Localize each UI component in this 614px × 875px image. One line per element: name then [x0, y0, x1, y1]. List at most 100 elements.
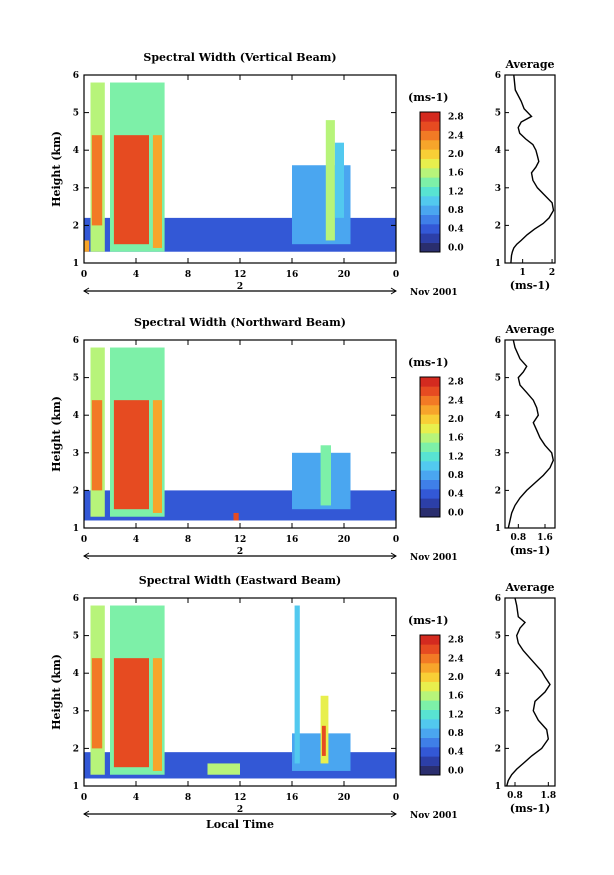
- x-tick-label: 8: [185, 793, 191, 803]
- colorbar-tick-label: 2.8: [448, 378, 464, 388]
- y-tick-label: 1: [73, 782, 79, 792]
- profile-y-tick-label: 1: [495, 782, 501, 792]
- colorbar-segment: [420, 423, 440, 434]
- x-tick-label: 12: [234, 793, 247, 803]
- colorbar-segment: [420, 242, 440, 253]
- x-tick-label: 16: [286, 793, 299, 803]
- heatmap-regions: [84, 82, 396, 252]
- colorbar-tick-label: 2.4: [448, 396, 464, 406]
- profile-y-tick-label: 5: [495, 374, 501, 384]
- y-tick-label: 3: [73, 707, 79, 717]
- colorbar-tick-label: 2.0: [448, 150, 464, 160]
- x-tick-label: 4: [133, 793, 139, 803]
- colorbar-segment: [420, 121, 440, 131]
- heat-cell: [91, 658, 103, 749]
- colorbar-segment: [420, 635, 440, 645]
- x-tick-label: 8: [185, 535, 191, 545]
- heat-cell: [91, 400, 103, 491]
- colorbar-tick-label: 0.0: [448, 508, 464, 518]
- x-tick-label: 16: [286, 535, 299, 545]
- colorbar-segment: [420, 681, 440, 692]
- heatmap-regions: [84, 605, 396, 779]
- colorbar-segment: [420, 709, 440, 720]
- profile-x-label: (ms-1): [510, 279, 550, 292]
- colorbar-segment: [420, 644, 440, 654]
- day-bar-arrow: [390, 287, 397, 295]
- colorbar-segment: [420, 414, 440, 424]
- colorbar-frame: [419, 111, 441, 253]
- profile-x-tick-label: 1: [520, 268, 526, 278]
- colorbar-tick-label: 1.6: [448, 692, 464, 702]
- day-bar-arrow: [390, 552, 397, 560]
- x-tick-label: 0: [393, 535, 399, 545]
- y-tick-label: 3: [73, 449, 79, 459]
- x-tick-label: 20: [338, 270, 351, 280]
- colorbar-segment: [420, 728, 440, 738]
- heatmap-regions: [84, 347, 396, 521]
- x-tick-label: 12: [234, 535, 247, 545]
- heat-cell: [113, 658, 149, 768]
- y-axis-label: Height (km): [50, 396, 63, 472]
- colorbar-tick-label: 2.8: [448, 636, 464, 646]
- colorbar-segment: [420, 186, 440, 197]
- colorbar-segment: [420, 765, 440, 776]
- profile-y-tick-label: 4: [495, 411, 501, 421]
- colorbar-tick-label: 0.8: [448, 471, 464, 481]
- profile-y-tick-label: 6: [495, 71, 501, 81]
- profile-x-tick-label: 1.8: [540, 791, 556, 801]
- colorbar-tick-label: 0.8: [448, 206, 464, 216]
- colorbar-tick-label: 2.0: [448, 673, 464, 683]
- y-tick-label: 4: [73, 146, 79, 156]
- colorbar-segment: [420, 168, 440, 178]
- profile-x-label: (ms-1): [510, 802, 550, 815]
- colorbar-segment: [420, 377, 440, 387]
- colorbar-segment: [420, 663, 440, 673]
- colorbar-segment: [420, 747, 440, 757]
- profile-frame: [504, 74, 556, 264]
- x-tick-label: 0: [81, 270, 87, 280]
- colorbar-segment: [420, 196, 440, 206]
- profile-title: Average: [504, 58, 554, 71]
- x-axis-label: Local Time: [206, 818, 274, 831]
- colorbar-segment: [420, 395, 440, 406]
- colorbar-tick-label: 0.8: [448, 729, 464, 739]
- y-tick-label: 6: [73, 336, 79, 346]
- x-tick-label: 0: [393, 270, 399, 280]
- colorbar-tick-label: 0.4: [448, 748, 464, 758]
- colorbar-segment: [420, 498, 440, 508]
- y-tick-label: 3: [73, 184, 79, 194]
- heat-cell: [334, 142, 344, 218]
- panel-1: Spectral Width (Vertical Beam)123456Heig…: [50, 51, 556, 298]
- x-tick-label: 20: [338, 535, 351, 545]
- x-tick-label: 4: [133, 270, 139, 280]
- panel-2: Spectral Width (Northward Beam)123456Hei…: [50, 316, 556, 563]
- colorbar-segment: [420, 737, 440, 748]
- colorbar-tick-label: 2.4: [448, 654, 464, 664]
- x-tick-label: 0: [81, 535, 87, 545]
- colorbar-tick-label: 1.2: [448, 187, 464, 197]
- colorbar-segment: [420, 233, 440, 243]
- colorbar-segment: [420, 205, 440, 215]
- profile-x-tick-label: 0.8: [510, 533, 526, 543]
- x-tick-label: 0: [393, 793, 399, 803]
- y-tick-label: 4: [73, 669, 79, 679]
- colorbar-segment: [420, 700, 440, 710]
- colorbar-segment: [420, 507, 440, 518]
- profile-y-tick-label: 6: [495, 594, 501, 604]
- profile-x-tick-label: 2: [549, 268, 555, 278]
- colorbar-segment: [420, 224, 440, 234]
- day-label: 2: [237, 547, 243, 557]
- panel-3: Spectral Width (Eastward Beam)123456Heig…: [50, 574, 556, 831]
- profile-y-tick-label: 1: [495, 524, 501, 534]
- colorbar-segment: [420, 177, 440, 187]
- colorbar-segment: [420, 214, 440, 225]
- profile-y-tick-label: 2: [495, 486, 501, 496]
- colorbar-tick-label: 0.4: [448, 490, 464, 500]
- date-label: Nov 2001: [410, 288, 458, 298]
- profile-frame: [504, 339, 556, 529]
- colorbar-segment: [420, 489, 440, 499]
- colorbar-segment: [420, 451, 440, 462]
- heat-cell: [294, 605, 300, 764]
- colorbar-segment: [420, 691, 440, 701]
